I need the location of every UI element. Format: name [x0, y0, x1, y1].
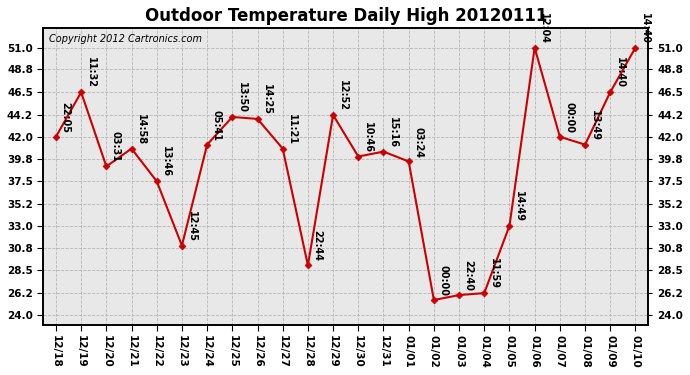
Text: 00:00: 00:00	[564, 102, 574, 133]
Text: 22:44: 22:44	[313, 230, 322, 261]
Text: 12:04: 12:04	[539, 13, 549, 44]
Text: 03:31: 03:31	[111, 132, 121, 162]
Text: 15:16: 15:16	[388, 117, 398, 148]
Text: 14:49: 14:49	[514, 191, 524, 222]
Text: 22:05: 22:05	[61, 102, 70, 133]
Text: 11:59: 11:59	[489, 258, 499, 289]
Text: 13:49: 13:49	[589, 110, 600, 141]
Text: 11:21: 11:21	[287, 114, 297, 145]
Text: 05:41: 05:41	[212, 110, 221, 141]
Text: 14:40: 14:40	[640, 13, 650, 44]
Text: 14:40: 14:40	[615, 57, 624, 88]
Text: 03:24: 03:24	[413, 126, 423, 158]
Text: 11:32: 11:32	[86, 57, 96, 88]
Text: Copyright 2012 Cartronics.com: Copyright 2012 Cartronics.com	[50, 34, 202, 44]
Text: 10:46: 10:46	[363, 122, 373, 153]
Text: 12:45: 12:45	[186, 211, 197, 242]
Text: 12:52: 12:52	[337, 80, 348, 111]
Text: 14:25: 14:25	[262, 84, 272, 115]
Text: 13:50: 13:50	[237, 82, 247, 113]
Text: 13:46: 13:46	[161, 146, 171, 177]
Text: 22:40: 22:40	[464, 260, 473, 291]
Title: Outdoor Temperature Daily High 20120111: Outdoor Temperature Daily High 20120111	[144, 7, 547, 25]
Text: 14:58: 14:58	[136, 114, 146, 145]
Text: 00:00: 00:00	[438, 265, 449, 296]
